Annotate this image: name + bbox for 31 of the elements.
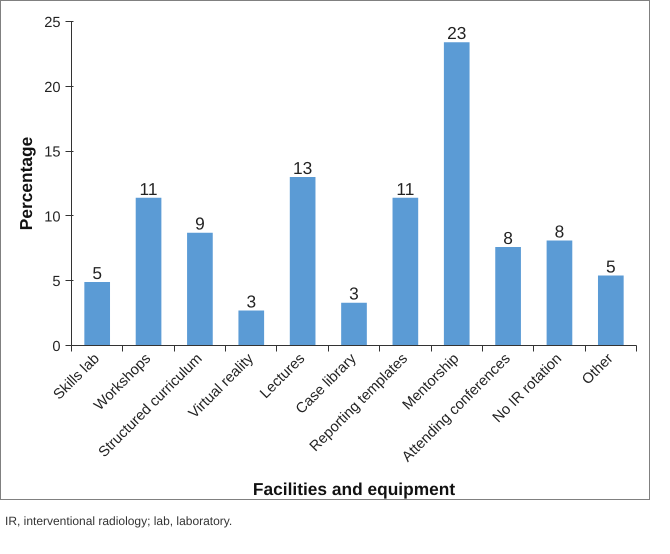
data-label: 11 — [140, 178, 158, 199]
bar — [495, 247, 521, 346]
bar — [598, 276, 624, 346]
bar — [546, 240, 572, 346]
y-tick-label: 0 — [52, 339, 61, 355]
data-label: 5 — [92, 262, 102, 283]
bar — [392, 198, 418, 346]
y-tick-label: 15 — [44, 144, 61, 161]
data-label: 8 — [554, 222, 564, 242]
y-tick-label: 20 — [44, 80, 61, 96]
bar — [444, 42, 470, 346]
bar — [84, 282, 110, 346]
data-label: 11 — [396, 178, 414, 199]
bar — [341, 302, 367, 346]
data-label: 8 — [503, 228, 513, 248]
data-label: 3 — [349, 284, 359, 304]
y-tick-label: 5 — [52, 274, 61, 290]
y-tick-label: 25 — [44, 15, 61, 31]
bar — [136, 198, 162, 346]
bar — [238, 310, 264, 346]
bar — [290, 177, 316, 346]
y-axis-title: Percentage — [16, 136, 36, 230]
data-label: 9 — [195, 214, 205, 234]
data-label: 13 — [293, 158, 312, 178]
data-label: 23 — [447, 23, 466, 44]
data-label: 3 — [246, 292, 256, 312]
text: IR, interventional radiology; lab, laboratory. — [5, 513, 232, 530]
data-label: 5 — [606, 256, 616, 277]
x-axis-title: Facilities and equipment — [252, 478, 456, 499]
y-tick-label: 10 — [44, 209, 61, 226]
bar — [187, 232, 213, 346]
